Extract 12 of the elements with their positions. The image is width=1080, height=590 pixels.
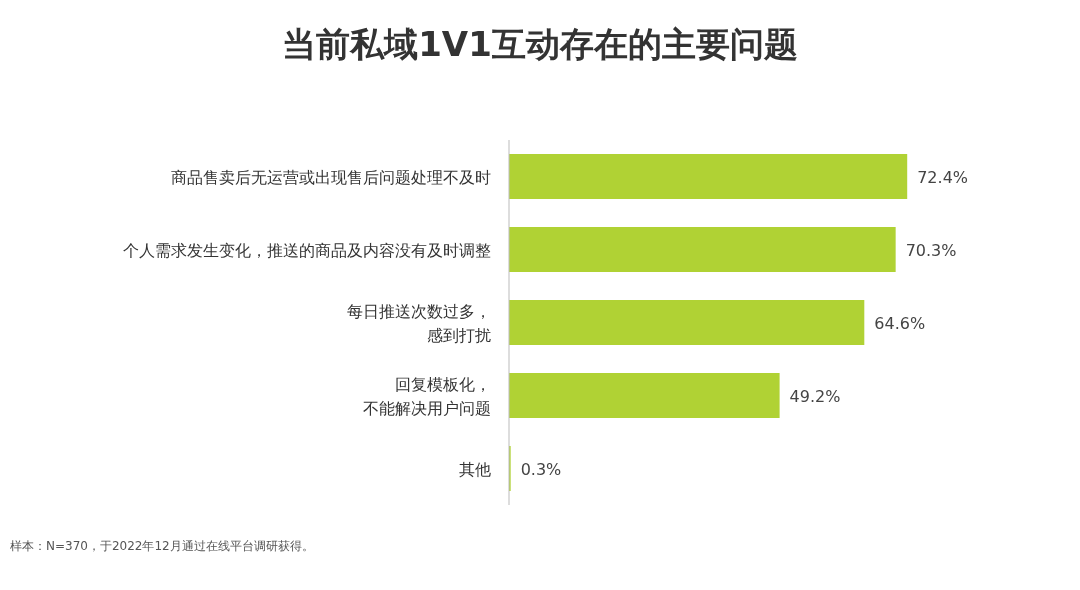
y-tick-label: 每日推送次数过多，感到打扰	[347, 301, 491, 345]
y-tick-label: 商品售卖后无运营或出现售后问题处理不及时	[171, 167, 491, 187]
text: 样本：N=370，于2022年12月通过在线平台调研获得。	[10, 539, 314, 553]
y-tick-label: 其他	[459, 459, 491, 479]
y-tick-label: 回复模板化，不能解决用户问题	[363, 374, 491, 418]
data-label: 64.6%	[874, 313, 926, 333]
data-label: 0.3%	[520, 459, 562, 479]
data-label: 70.3%	[905, 240, 957, 260]
data-label: 49.2%	[789, 386, 841, 406]
data-label: 72.4%	[917, 167, 969, 187]
y-tick-label: 个人需求发生变化，推送的商品及内容没有及时调整	[123, 240, 491, 260]
chart-title: 当前私域1V1互动存在的主要问题	[282, 24, 798, 64]
